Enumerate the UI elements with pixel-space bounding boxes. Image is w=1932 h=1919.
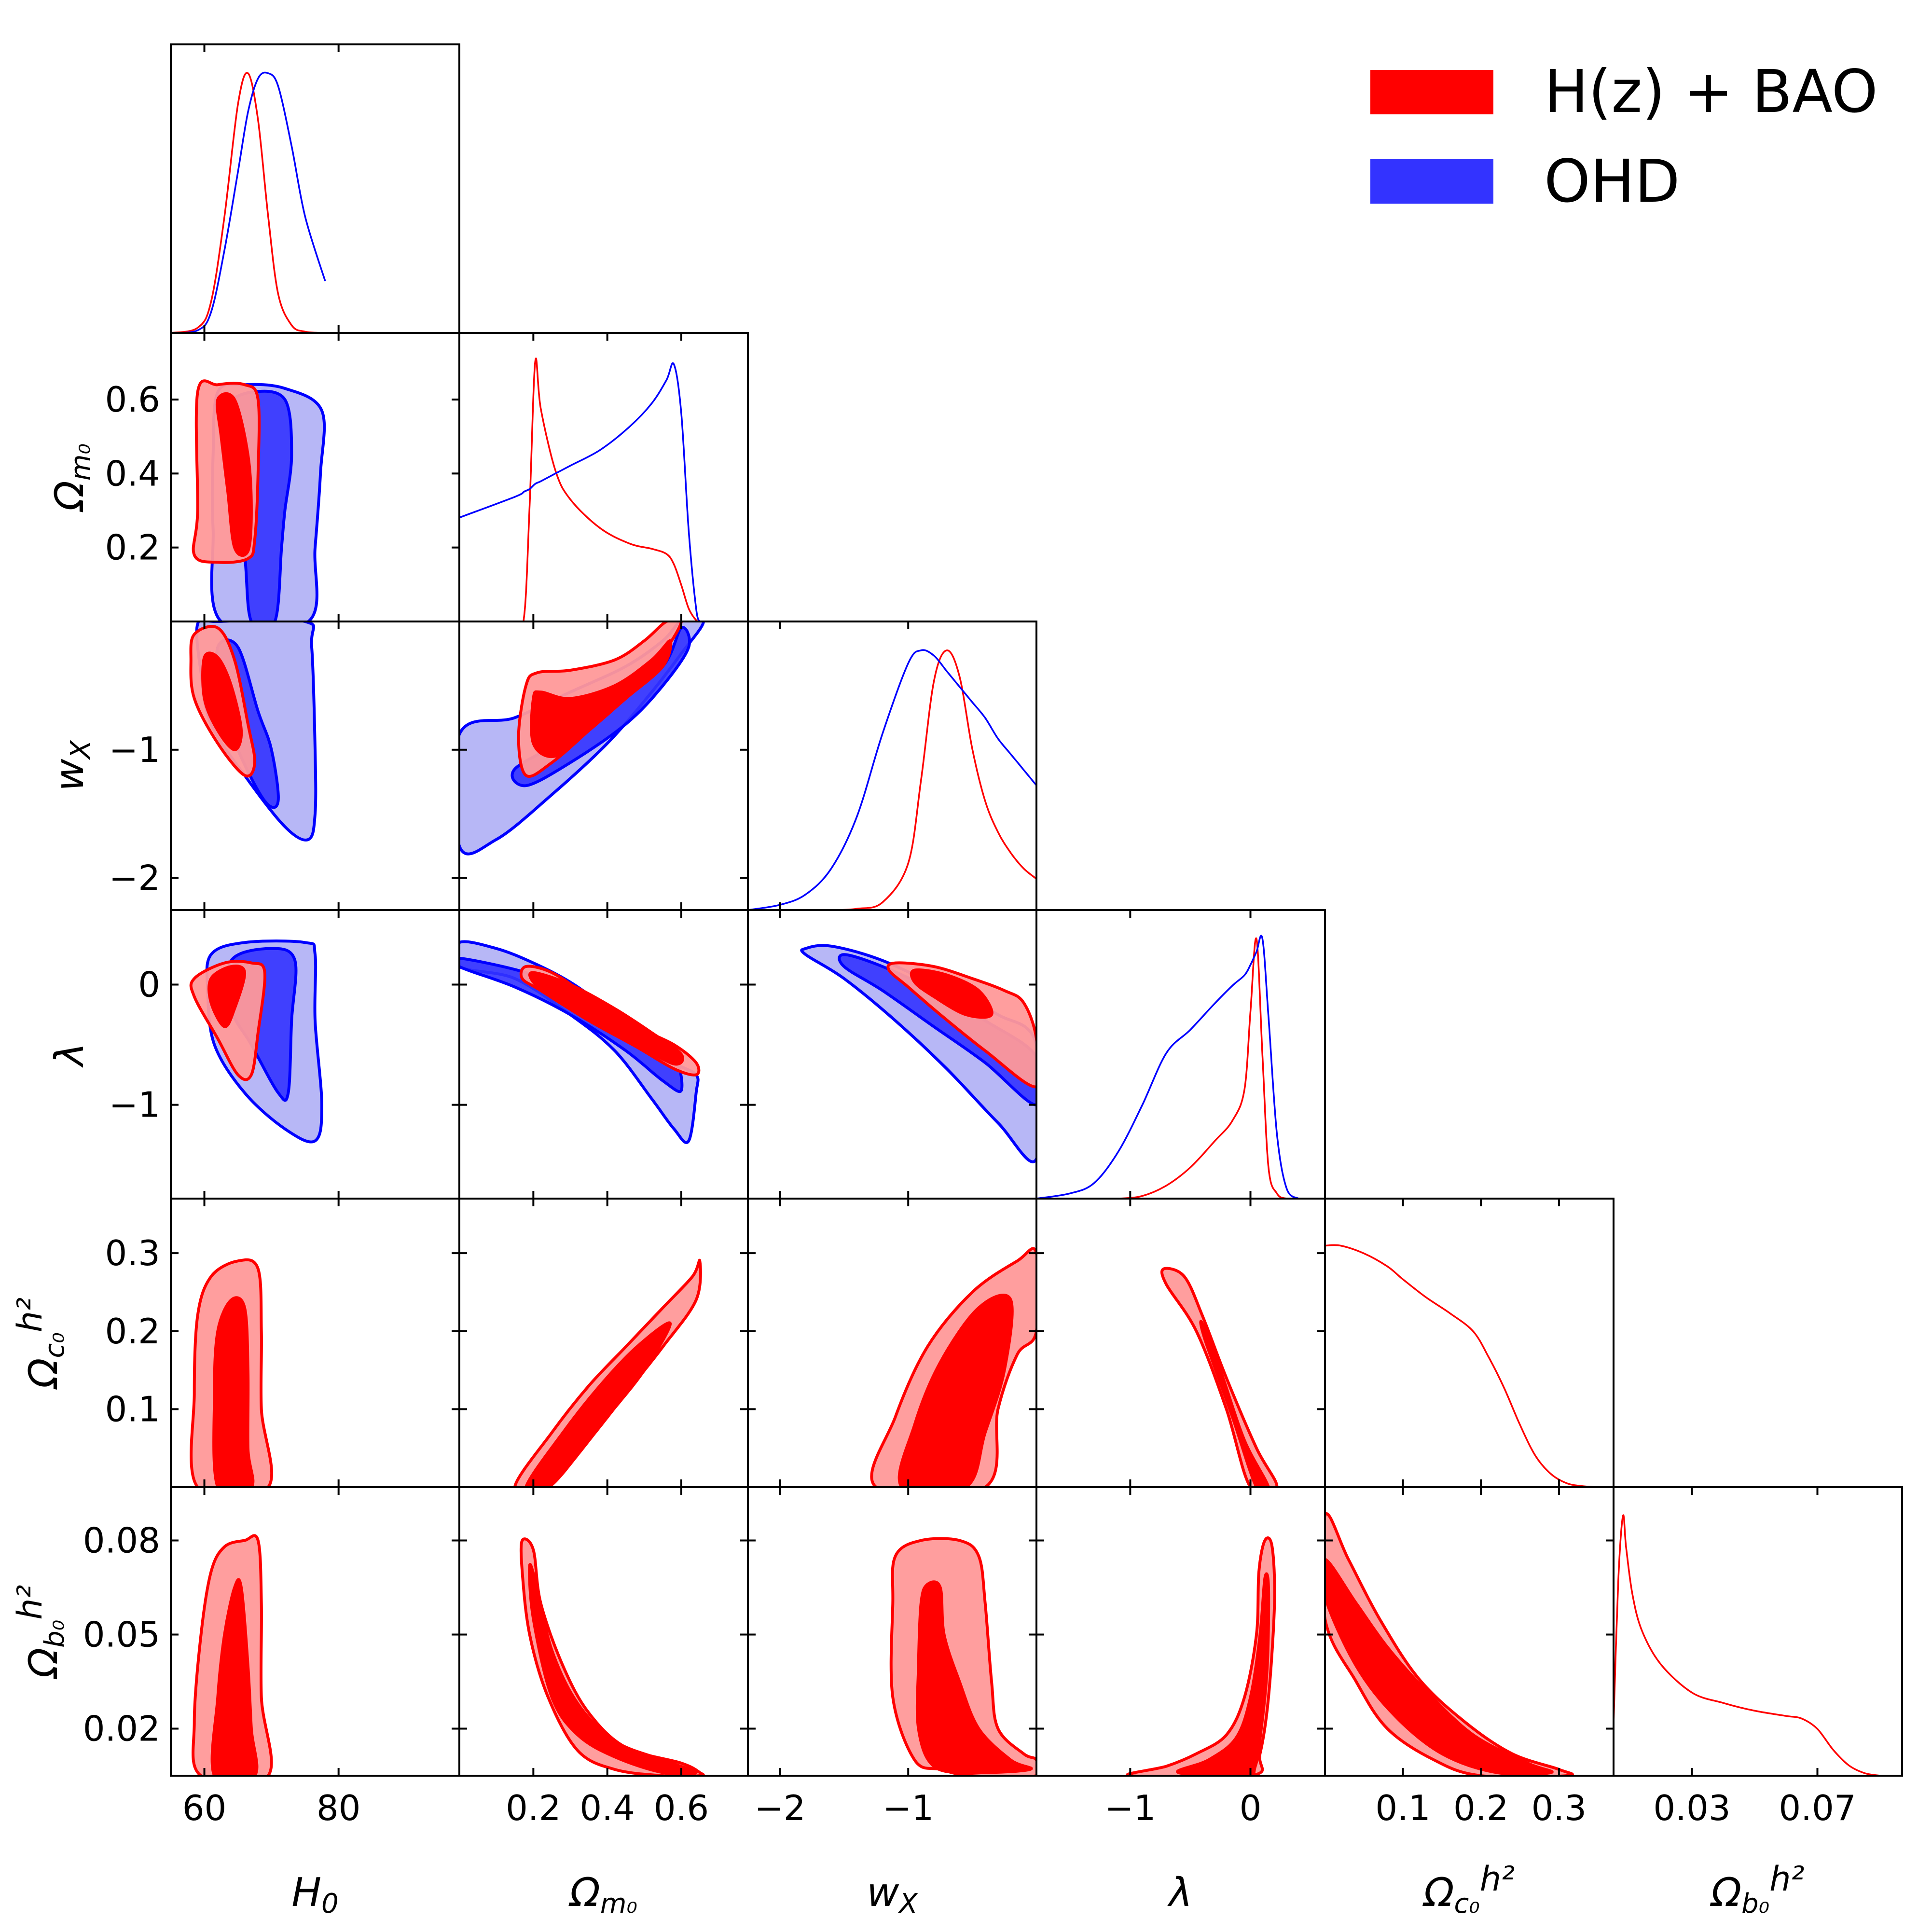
legend-label-ohd: OHD [1544,147,1680,216]
contour-h0-och2-h-z-bao-68 [212,1296,255,1487]
x-tick-label-obh2: 0.07 [1779,1788,1856,1828]
y-axis-label-lam: λ [47,1043,93,1068]
x-tick-label-obh2: 0.03 [1653,1788,1730,1828]
contour-wx-obh2-h-z-bao-68 [915,1580,1033,1774]
marginal-om-h-z-bao [459,357,700,621]
contour-h0-wx-h-z-bao-68 [201,651,243,751]
x-axis-label-h0: H0 [291,1870,338,1919]
marginal-om-ohd [459,362,701,621]
y-tick-label-om: 0.4 [105,453,160,494]
y-tick-label-om: 0.2 [105,527,160,568]
marginal-lam-ohd [1036,935,1299,1199]
contour-lam-obh2-h-z-bao-68 [1176,1572,1270,1776]
contour-och2-obh2-h-z-bao-95 [1325,1512,1574,1776]
marginal-h0-h-z-bao [171,72,325,333]
contour-om-och2-h-z-bao-68 [524,1321,672,1487]
contour-h0-obh2-h-z-bao-68 [210,1578,259,1776]
x-tick-label-och2: 0.2 [1453,1788,1509,1828]
contour-wx-lam-h-z-bao-68 [910,968,994,1019]
y-tick-label-obh2: 0.08 [83,1520,160,1561]
contour-wx-lam-h-z-bao-95 [886,961,1036,1089]
x-tick-label-och2: 0.1 [1375,1788,1431,1828]
panel-lam-obh2 [1035,1486,1326,1777]
y-tick-label-lam: 0 [138,964,160,1005]
y-axis-label-wx: wX [47,740,97,791]
x-axis-label-wx: wX [867,1870,918,1919]
legend-label-hz-bao: H(z) + BAO [1544,57,1878,126]
x-tick-label-h0: 80 [317,1788,361,1828]
panel-wx-wx [747,621,1037,911]
x-tick-label-lam: 0 [1240,1788,1262,1828]
legend-swatch-ohd [1370,159,1493,204]
contour-om-obh2-h-z-bao-68 [528,1563,698,1776]
panel-om-och2 [458,1198,749,1488]
y-tick-label-och2: 0.2 [105,1311,160,1352]
contour-lam-obh2-h-z-bao-95 [1126,1536,1276,1776]
y-tick-label-och2: 0.1 [105,1389,160,1429]
contour-wx-och2-h-z-bao-68 [897,1294,1014,1487]
y-tick-label-lam: −1 [109,1085,160,1125]
y-tick-label-wx: −2 [109,858,160,898]
x-tick-label-om: 0.6 [654,1788,709,1828]
contour-h0-om-h-z-bao-68 [215,392,253,557]
y-axis-label-obh2: Ωb₀h² [10,1585,70,1679]
panel-obh2-obh2 [1613,1486,1903,1777]
marginal-och2-h-z-bao [1325,1244,1614,1487]
contour-och2-obh2-h-z-bao-68 [1325,1558,1554,1776]
y-tick-label-och2: 0.3 [105,1233,160,1273]
x-tick-label-om: 0.2 [506,1788,561,1828]
x-axis-label-om: Ωm₀ [568,1870,637,1919]
x-axis-label-obh2: Ωb₀h² [1710,1859,1804,1919]
legend-swatch-hz-bao [1370,70,1493,114]
marginal-h0-ohd [171,71,326,333]
marginal-obh2-h-z-bao [1614,1514,1880,1776]
contour-om-lam-h-z-bao-68 [528,971,684,1066]
contour-om-wx-h-z-bao-68 [530,639,673,759]
x-tick-label-och2: 0.3 [1532,1788,1587,1828]
panel-lam-lam [1035,909,1326,1200]
x-tick-label-wx: −1 [883,1788,934,1828]
panel-och2-och2 [1324,1198,1615,1488]
y-tick-label-om: 0.6 [105,379,160,420]
marginal-wx-h-z-bao [748,649,1036,910]
y-tick-label-wx: −1 [109,730,160,770]
x-tick-label-wx: −2 [754,1788,805,1828]
contour-h0-lam-h-z-bao-68 [207,965,247,1028]
legend: H(z) + BAO OHD [1370,57,1878,216]
panel-lam-och2 [1035,1198,1326,1488]
x-tick-label-lam: −1 [1104,1788,1156,1828]
panel-om-om [458,332,749,622]
marginal-wx-ohd [748,649,1036,910]
y-tick-label-obh2: 0.05 [83,1615,160,1655]
x-tick-label-om: 0.4 [580,1788,635,1828]
y-tick-label-obh2: 0.02 [83,1709,160,1749]
marginal-lam-h-z-bao [1036,937,1299,1199]
y-axis-label-och2: Ωc₀h² [10,1298,70,1390]
y-axis-label-om: Ωm₀ [47,443,97,512]
x-axis-label-lam: λ [1167,1870,1193,1916]
x-tick-label-h0: 60 [182,1788,227,1828]
contour-lam-och2-h-z-bao-68 [1199,1320,1270,1487]
x-axis-label-och2: Ωc₀h² [1422,1859,1515,1919]
